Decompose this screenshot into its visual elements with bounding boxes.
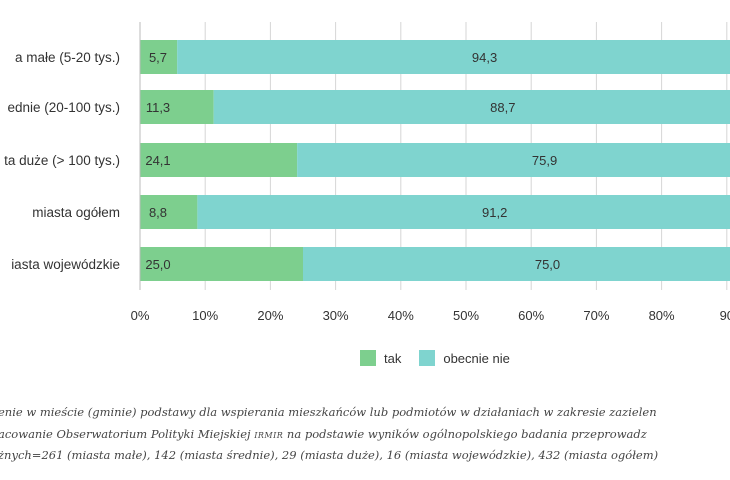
data-label: 11,3 [146,100,170,115]
bar-segment-tak [140,90,214,124]
legend-label-tak: tak [384,350,402,366]
data-label: 75,9 [532,153,557,168]
category-label: ednie (20-100 tys.) [7,100,120,115]
x-tick-label: 50% [453,308,479,323]
category-label: miasta ogółem [32,205,120,220]
x-tick-label: 0% [131,308,150,323]
data-label: 94,3 [472,50,497,65]
data-label: 25,0 [145,257,170,272]
x-tick-label: 70% [583,308,609,323]
note-line-2-post: na podstawie wyników ogólnopolskiego bad… [283,427,647,441]
legend-item-obecnie-nie: obecnie nie [419,350,510,366]
data-label: 5,7 [149,50,167,65]
note-line-3: żnych=261 (miasta małe), 142 (miasta śre… [0,448,659,462]
x-tick-label: 80% [649,308,675,323]
bar-segment-obecnie-nie [297,143,730,177]
category-label: iasta wojewódzkie [11,257,120,272]
bar-segment-obecnie-nie [213,90,730,124]
note-line-2-abbrev: irmir [254,427,284,441]
x-tick-label: 30% [323,308,349,323]
x-tick-label: 10% [192,308,218,323]
bar-segment-obecnie-nie [303,247,730,281]
category-label: ta duże (> 100 tys.) [4,153,120,168]
note-line-2-pre: acowanie Obserwatorium Polityki Miejskie… [0,427,255,441]
x-tick-label: 40% [388,308,414,323]
data-label: 24,1 [145,153,170,168]
data-label: 8,8 [149,205,167,220]
legend-swatch-obecnie-nie [419,350,436,366]
bar-segment-obecnie-nie [197,195,730,229]
note-line-1: enie w mieście (gminie) podstawy dla wsp… [0,405,657,419]
bar-segment-obecnie-nie [177,40,730,74]
bar-segment-tak [140,247,303,281]
bar-segment-tak [140,195,198,229]
x-tick-label: 20% [257,308,283,323]
data-label: 88,7 [490,100,515,115]
category-label: a małe (5-20 tys.) [15,50,120,65]
legend-label-obecnie-nie: obecnie nie [443,350,510,366]
data-label: 75,0 [535,257,560,272]
x-tick-label: 60% [518,308,544,323]
note-line-2: acowanie Obserwatorium Polityki Miejskie… [0,427,730,441]
x-tick-label: 90 [720,308,730,323]
legend: tak obecnie nie [360,350,528,366]
legend-item-tak: tak [360,350,401,366]
bar-segment-tak [140,40,178,74]
data-label: 91,2 [482,205,507,220]
stacked-bar-chart: 0% 10% 20% 30% 40% 50% 60% 70% 80% 90 5,7 94,3 a mał… [4,22,730,323]
bar-segment-tak [140,143,298,177]
legend-swatch-tak [360,350,376,366]
